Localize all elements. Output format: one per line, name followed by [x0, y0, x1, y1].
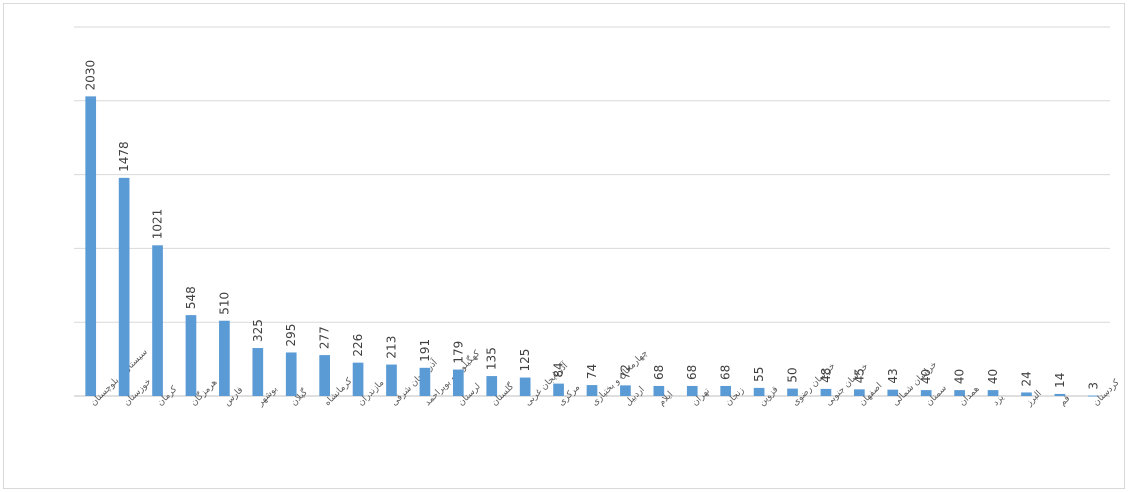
bar	[1054, 393, 1066, 396]
bar	[753, 387, 765, 396]
bar	[820, 388, 832, 396]
data-label: 48	[819, 368, 833, 383]
bar	[519, 377, 531, 396]
data-label: 84	[552, 362, 566, 377]
bar	[653, 385, 665, 396]
bar	[252, 348, 264, 396]
bar	[686, 385, 698, 396]
bar	[118, 177, 130, 396]
data-label: 295	[284, 324, 298, 347]
bar	[419, 367, 431, 396]
data-label: 325	[251, 319, 265, 342]
data-label: 50	[786, 367, 800, 382]
bar	[954, 390, 965, 396]
bar	[620, 385, 631, 396]
bar	[386, 364, 397, 396]
bar	[452, 369, 464, 396]
data-label: 1478	[117, 141, 131, 172]
bar	[285, 352, 297, 396]
data-label: 2030	[84, 60, 98, 91]
data-label: 55	[752, 367, 766, 382]
data-label: 14	[1053, 373, 1067, 388]
data-label: 68	[685, 365, 699, 380]
bar	[152, 245, 163, 396]
bar	[920, 390, 932, 396]
data-label: 125	[518, 349, 532, 372]
bar	[887, 389, 899, 396]
data-label: 277	[318, 326, 332, 349]
data-label: 74	[585, 364, 599, 379]
bar	[987, 390, 999, 396]
data-label: 1021	[151, 209, 165, 240]
data-label: 548	[184, 286, 198, 309]
data-label: 226	[351, 334, 365, 357]
data-label: 179	[451, 341, 465, 364]
data-label: 24	[1019, 371, 1033, 386]
bar	[787, 388, 798, 396]
bar	[85, 96, 97, 396]
bar	[720, 385, 732, 396]
data-label: 40	[953, 369, 967, 384]
data-label: 45	[852, 368, 866, 383]
bar	[352, 362, 364, 396]
bar	[854, 389, 865, 396]
data-label: 135	[485, 347, 499, 370]
data-label: 3	[1086, 382, 1100, 390]
data-label: 72	[618, 364, 632, 379]
bar	[553, 383, 564, 396]
data-label: 68	[719, 365, 733, 380]
data-label: 510	[217, 292, 231, 315]
data-label: 43	[886, 368, 900, 383]
bar	[219, 320, 230, 396]
bar	[185, 315, 197, 396]
category-label: البرز	[1024, 389, 1044, 409]
data-label: 40	[919, 369, 933, 384]
bar	[319, 355, 330, 396]
data-label: 213	[384, 336, 398, 359]
bar	[1087, 395, 1099, 397]
data-label: 68	[652, 365, 666, 380]
bar	[1021, 392, 1032, 396]
data-label: 40	[986, 369, 1000, 384]
bar	[486, 376, 498, 396]
bar	[586, 385, 598, 396]
data-label: 191	[418, 339, 432, 362]
